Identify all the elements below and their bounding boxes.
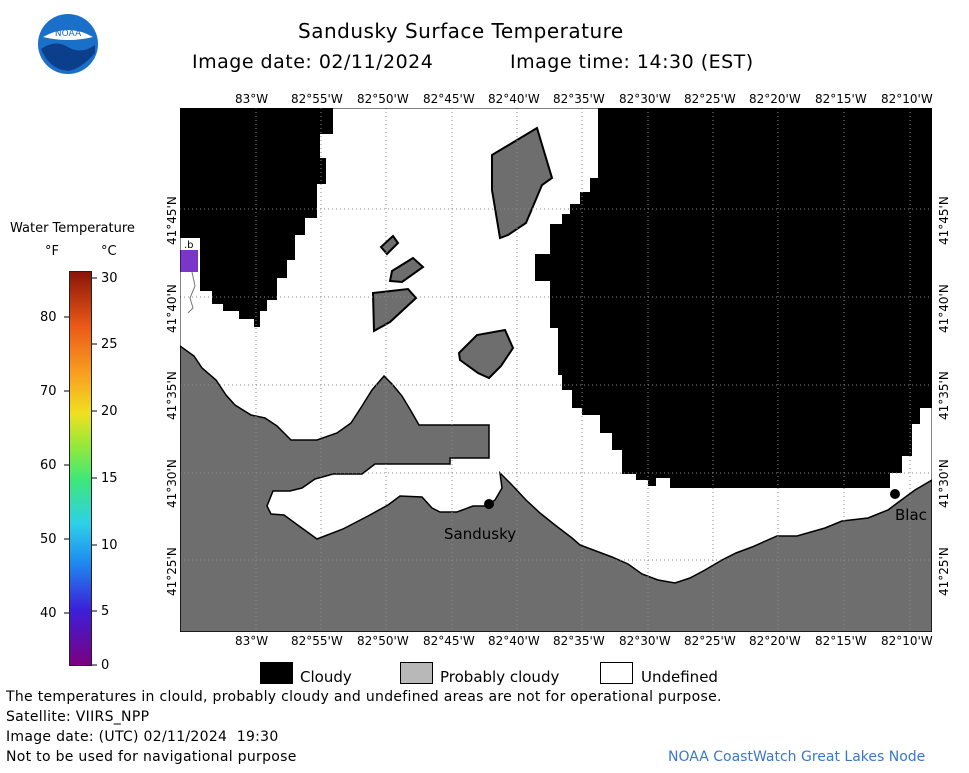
f-tick-70: 70 (40, 384, 57, 399)
place-label-sandusky: Sandusky (444, 525, 517, 543)
lon-label: 82°15'W (815, 634, 867, 648)
key-swatch-undefined (600, 662, 633, 684)
image-date: Image date: 02/11/2024 (192, 51, 434, 73)
legend-title: Water Temperature (10, 221, 135, 236)
warm-water-strip (180, 250, 198, 272)
lat-label: 41°30'N (165, 459, 179, 508)
key-swatch-probably-cloudy (400, 662, 433, 684)
lat-label: 41°35'N (165, 371, 179, 420)
lon-label: 82°30'W (619, 92, 671, 106)
f-tick-50: 50 (40, 532, 57, 547)
lon-label: 82°20'W (749, 92, 801, 106)
key-label-cloudy: Cloudy (300, 668, 352, 686)
lon-label: 82°50'W (357, 634, 409, 648)
probably-cloudy-patch (457, 328, 515, 380)
lat-label: 41°40'N (937, 284, 951, 333)
cloud-region-east (535, 108, 932, 488)
probably-cloudy-patch (388, 256, 425, 284)
f-tick-40: 40 (40, 606, 57, 621)
nav-warning-text: Not to be used for navigational purpose (6, 749, 297, 765)
c-tick-20: 20 (101, 404, 118, 419)
lon-label: 82°50'W (357, 92, 409, 106)
noaa-logo: NOAA (37, 13, 99, 75)
probably-cloudy-patch (491, 126, 554, 240)
c-tick-10: 10 (101, 538, 118, 553)
lat-label: 41°45'N (165, 196, 179, 245)
cloud-region-west (180, 108, 333, 327)
f-tick-80: 80 (40, 310, 57, 325)
lon-label: 82°30'W (619, 634, 671, 648)
lon-label: 82°10'W (881, 634, 933, 648)
f-tick-60: 60 (40, 458, 57, 473)
blac-marker (890, 489, 900, 499)
lon-label: 82°10'W (881, 92, 933, 106)
lon-label: 82°25'W (684, 634, 736, 648)
legend-unit-c: °C (101, 244, 117, 259)
lon-label: 82°15'W (815, 92, 867, 106)
sandusky-marker (484, 499, 494, 509)
lat-label: 41°45'N (937, 196, 951, 245)
utc-date-text: Image date: (UTC) 02/11/2024 19:30 (6, 729, 279, 745)
color-bar (69, 271, 92, 666)
legend-unit-f: °F (45, 244, 59, 259)
lon-label: 82°55'W (291, 634, 343, 648)
lat-label: 41°30'N (937, 459, 951, 508)
lat-label: 41°25'N (937, 547, 951, 596)
key-label-probably-cloudy: Probably cloudy (440, 668, 560, 686)
lat-label: 41°25'N (165, 547, 179, 596)
probably-cloudy-patch (379, 234, 400, 256)
place-label-blac: Blac (895, 506, 927, 524)
svg-text:.b: .b (184, 240, 194, 251)
lon-label: 82°45'W (423, 634, 475, 648)
lon-label: 82°40'W (488, 92, 540, 106)
c-tick-0: 0 (101, 658, 110, 673)
c-tick-5: 5 (101, 604, 110, 619)
c-tick-25: 25 (101, 337, 118, 352)
lon-label: 83°W (235, 92, 269, 106)
lon-label: 82°35'W (553, 634, 605, 648)
c-tick-15: 15 (101, 471, 118, 486)
page-title: Sandusky Surface Temperature (298, 19, 624, 43)
satellite-text: Satellite: VIIRS_NPP (6, 709, 150, 725)
lon-label: 83°W (235, 634, 269, 648)
map-area: .b (180, 108, 932, 632)
probably-cloudy-patch (371, 287, 418, 333)
image-time: Image time: 14:30 (EST) (510, 51, 754, 73)
svg-text:NOAA: NOAA (55, 29, 82, 39)
lon-label: 82°25'W (684, 92, 736, 106)
disclaimer-text: The temperatures in clould, probably clo… (6, 689, 722, 705)
lon-label: 82°55'W (291, 92, 343, 106)
lon-label: 82°20'W (749, 634, 801, 648)
lon-label: 82°40'W (488, 634, 540, 648)
lat-label: 41°35'N (937, 371, 951, 420)
credit-link[interactable]: NOAA CoastWatch Great Lakes Node (668, 749, 926, 765)
c-tick-30: 30 (101, 271, 118, 286)
lon-label: 82°35'W (553, 92, 605, 106)
lat-label: 41°40'N (165, 284, 179, 333)
key-swatch-cloudy (260, 662, 293, 684)
key-label-undefined: Undefined (641, 668, 718, 686)
lon-label: 82°45'W (423, 92, 475, 106)
